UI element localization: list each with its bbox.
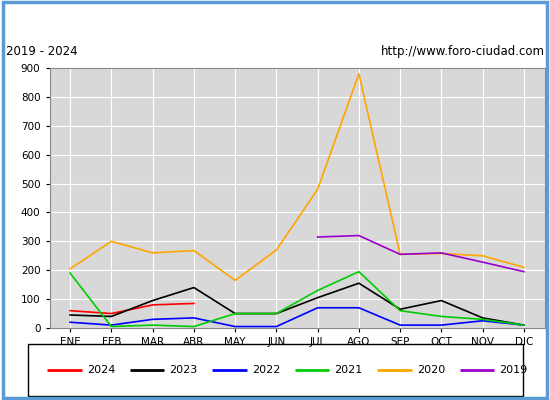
Text: 2023: 2023 xyxy=(169,365,197,375)
Text: 2019: 2019 xyxy=(499,365,527,375)
Text: 2021: 2021 xyxy=(334,365,362,375)
Text: 2022: 2022 xyxy=(252,365,280,375)
Text: Evolucion Nº Turistas Nacionales en el municipio de Avellanosa de Muñó: Evolucion Nº Turistas Nacionales en el m… xyxy=(3,12,547,24)
Text: 2024: 2024 xyxy=(87,365,116,375)
Text: 2020: 2020 xyxy=(417,365,445,375)
Text: http://www.foro-ciudad.com: http://www.foro-ciudad.com xyxy=(381,45,544,58)
Text: 2019 - 2024: 2019 - 2024 xyxy=(6,45,77,58)
